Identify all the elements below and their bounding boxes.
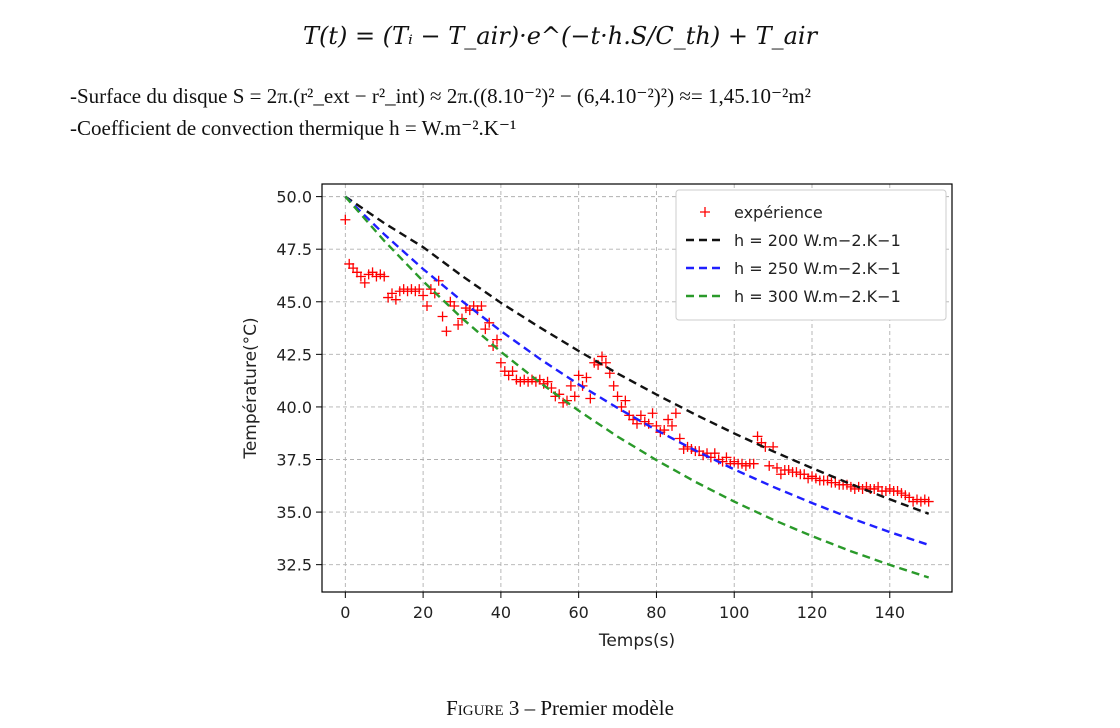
experience-point [457,313,467,324]
experience-point [620,395,631,406]
experience-point [542,376,553,387]
legend-label: h = 200 W.m−2.K−1 [734,231,901,250]
experience-point [390,294,401,305]
experience-point [721,452,732,463]
y-tick-label: 50.0 [276,188,312,207]
legend-box [675,189,947,321]
experience-point [355,271,366,282]
experience-point [569,391,580,402]
experience-point [600,357,611,368]
experience-point [663,414,674,425]
x-tick-label: 100 [719,603,750,622]
experience-point [608,380,619,391]
cooling-chart: 0 20 40 60 80 100 120 140 32.5 35.0 37.5 40.0 42.5 45… [241,183,953,651]
series-layer [340,195,934,579]
legend-label: expérience [734,203,823,222]
y-tick-label: 37.5 [276,451,312,470]
model-curve-2 [344,195,930,547]
chart-container: 0 20 40 60 80 100 120 140 32.5 35.0 37.5 40.0 42.5 45… [230,176,970,666]
experience-point [359,277,370,288]
y-axis-label: Température(°C) [241,317,261,459]
experience-point [923,496,934,507]
experience-point [437,311,448,322]
experience-point [507,366,518,377]
experience-point [752,431,763,442]
experience-point [379,271,390,282]
experience-point [414,284,425,295]
figure-title: Premier modèle [540,696,674,720]
model-curve-3 [344,195,930,579]
experience-point [484,317,495,328]
legend-marker [700,207,710,217]
experience-point [476,300,487,311]
y-tick-label: 47.5 [276,240,312,259]
experience-point [772,462,782,473]
experience-point [667,420,677,431]
x-tick-label: 80 [646,603,666,622]
convection-text: -Coefficient de convection thermique h =… [70,116,517,140]
y-tick-label: 35.0 [276,503,312,522]
y-tick-label: 40.0 [276,398,312,417]
legend-label: h = 300 W.m−2.K−1 [734,287,901,306]
experience-point [764,460,775,471]
experience-point [422,300,432,311]
experience-point [565,380,576,391]
convection-line: -Coefficient de convection thermique h =… [70,116,516,141]
experience-point [709,448,720,459]
x-tick-label: 40 [491,603,511,622]
x-tick-label: 20 [413,603,433,622]
experience-point [659,425,670,436]
experience-point [480,324,491,335]
figure-caption: Figure 3 – Premier modèle [0,696,1120,721]
experience-point [585,393,596,404]
x-axis-label: Temps(s) [598,631,675,651]
experience-point [635,410,646,421]
legend-label: h = 250 W.m−2.K−1 [734,259,901,278]
figure-number: Figure 3 [446,696,520,720]
x-tick-label: 140 [875,603,906,622]
surface-text: -Surface du disque S = 2π.(r²_ext − r²_i… [70,84,811,108]
experience-point [581,372,592,383]
experience-point [651,420,662,431]
experience-point [433,275,444,286]
experience-point [612,391,623,402]
y-tick-label: 45.0 [276,293,312,312]
x-tick-label: 120 [797,603,828,622]
experience-point [597,351,607,362]
experience-point [647,408,658,419]
cooling-formula: T(t) = (Tᵢ − T_air)·e^(−t·h.S/C_th) + T_… [0,22,1120,50]
legend: expérience h = 200 W.m−2.K−1 h = 250 W.m−… [675,189,947,321]
experience-point [748,458,759,469]
surface-line: -Surface du disque S = 2π.(r²_ext − r²_i… [70,84,811,109]
experience-point [387,288,397,299]
x-tick-label: 0 [340,603,350,622]
experience-point [492,334,502,345]
experience-point [495,357,506,368]
experience-point [453,319,464,330]
plot-frame [321,183,953,593]
y-tick-label: 42.5 [276,345,312,364]
experience-point [441,326,452,337]
experience-point [340,214,351,225]
ticks: 0 20 40 60 80 100 120 140 32.5 35.0 37.5 40.0 42.5 45… [276,188,905,622]
caption-separator: – [519,696,541,720]
experience-point [573,370,584,381]
x-tick-label: 60 [568,603,588,622]
y-tick-label: 32.5 [276,556,312,575]
model-curve-1 [344,195,930,515]
experience-point [670,408,681,419]
formula-text: T(t) = (Tᵢ − T_air)·e^(−t·h.S/C_th) + T_… [302,22,818,50]
experience-point [418,290,429,301]
